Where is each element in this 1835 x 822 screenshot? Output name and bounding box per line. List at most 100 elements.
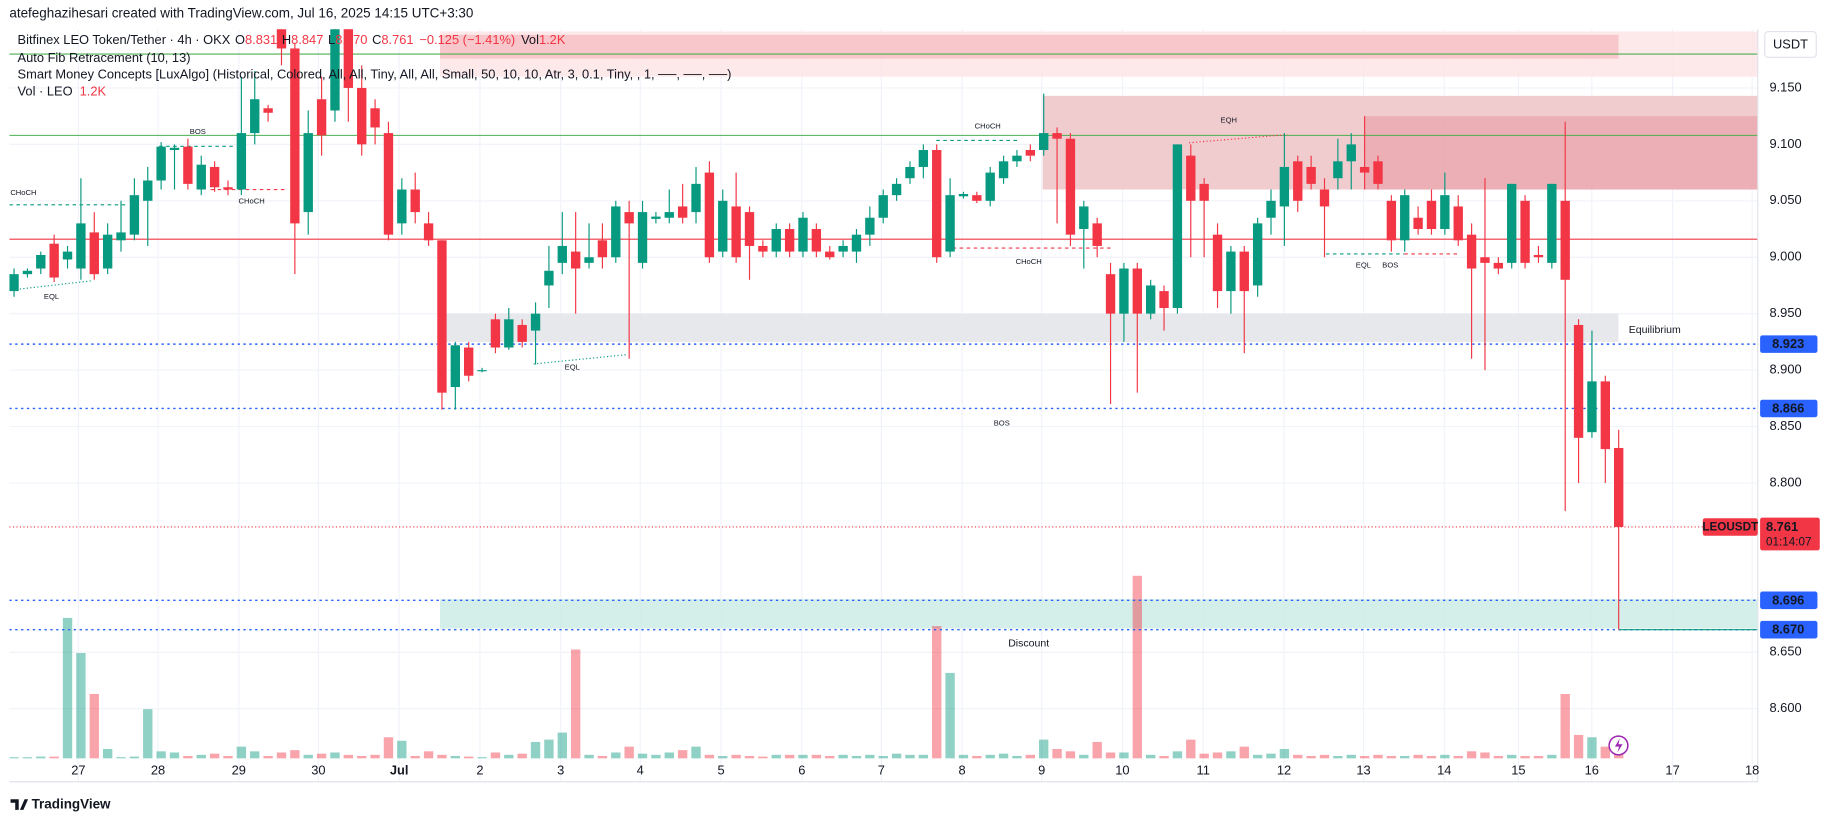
- candle-body: [36, 254, 46, 269]
- volume-bar: [1306, 755, 1316, 759]
- candle-body: [209, 166, 220, 188]
- volume-bar: [1480, 752, 1490, 759]
- candle-body: [1413, 217, 1423, 230]
- candle-body: [1119, 268, 1129, 314]
- y-tick-label: 9.100: [1769, 136, 1801, 151]
- candle-body: [811, 229, 822, 252]
- candle-body: [89, 232, 99, 275]
- candle-body: [784, 229, 795, 252]
- candle-body: [116, 232, 126, 241]
- x-tick-label: 27: [71, 763, 85, 778]
- currency: USDT: [1773, 36, 1808, 51]
- volume-bar: [825, 755, 835, 759]
- x-tick-label: 16: [1585, 763, 1599, 778]
- candle-body: [62, 251, 73, 260]
- volume-bar: [1052, 748, 1062, 759]
- candle-body: [557, 245, 567, 263]
- volume-bar: [1453, 755, 1463, 759]
- volume-bar: [1573, 734, 1584, 759]
- volume-bar: [250, 751, 260, 759]
- volume-bar: [1239, 746, 1249, 759]
- countdown: 01:14:07: [1766, 535, 1812, 548]
- annotation: EQH: [1221, 116, 1237, 125]
- indicator[interactable]: Auto Fib Retracement (10, 13): [18, 50, 191, 65]
- volume-bar: [1533, 755, 1544, 759]
- candle-body: [1226, 251, 1236, 292]
- candle-body: [530, 313, 541, 331]
- vol-key: Vol: [521, 32, 539, 47]
- volume-bar: [9, 757, 19, 759]
- volume-bar: [1466, 751, 1477, 759]
- volume-bar: [784, 754, 795, 759]
- x-tick-label: 12: [1277, 763, 1291, 778]
- volume-bar: [1025, 754, 1036, 759]
- candle-body: [825, 251, 835, 258]
- candle-body: [691, 183, 701, 213]
- legend: atefeghazihesari created with TradingVie…: [9, 6, 731, 99]
- y-tick-label: 9.150: [1769, 79, 1801, 94]
- candle-body: [316, 99, 327, 136]
- symbol: Bitfinex LEO Token/Tether · 4h · OKX: [18, 32, 231, 47]
- price-label: 8.696: [1772, 592, 1804, 607]
- volume-bar: [744, 755, 755, 759]
- volume-bar: [263, 755, 273, 759]
- vol-indicator[interactable]: Vol · LEO 1.2K: [18, 84, 107, 99]
- credit: atefeghazihesari created with TradingVie…: [9, 6, 473, 21]
- candle-body: [1186, 155, 1196, 201]
- volume-bar: [290, 750, 300, 759]
- volume-bar: [691, 746, 701, 759]
- indicator[interactable]: Smart Money Concepts [LuxAlgo] (Historic…: [18, 66, 732, 81]
- volume-bar: [1012, 755, 1022, 759]
- zone: [1364, 116, 1758, 190]
- price-label-box: [1760, 335, 1818, 353]
- y-tick-label: 9.000: [1769, 249, 1801, 264]
- volume-bar: [1426, 755, 1437, 759]
- x-tick-label: 15: [1511, 763, 1525, 778]
- volume-bar: [1186, 739, 1196, 759]
- volume-bar: [169, 752, 180, 759]
- volume-bar: [865, 754, 875, 759]
- volume-bar: [998, 753, 1009, 759]
- zone: [440, 599, 1758, 629]
- volume-bar: [1359, 755, 1370, 759]
- candle-body: [183, 146, 193, 184]
- currency-box[interactable]: [1764, 31, 1817, 58]
- x-tick-label: 30: [311, 763, 325, 778]
- candle-body: [1520, 200, 1530, 263]
- volume-bar: [22, 757, 33, 759]
- candle-body: [343, 29, 354, 88]
- axes: 8.600 8.650 8.800 8.850 8.900 8.950 9.000 9.050…: [71, 79, 1820, 778]
- candle-body: [1079, 206, 1089, 230]
- candle-body: [1239, 251, 1249, 292]
- vol-value: 1.2K: [539, 32, 566, 47]
- volume-bar: [597, 755, 608, 759]
- candle-body: [637, 212, 648, 263]
- candle-body: [865, 217, 875, 235]
- volume-bar: [517, 753, 527, 759]
- candle-body: [169, 147, 180, 151]
- volume-bar: [143, 709, 153, 759]
- volume-bar: [1119, 752, 1129, 759]
- vol-indicator-value: 1.2K: [80, 84, 107, 99]
- volume-bar: [1440, 754, 1450, 759]
- volume-bar: [1346, 754, 1356, 759]
- candle-body: [504, 319, 514, 348]
- volume-bar: [570, 649, 581, 759]
- y-tick-label: 8.900: [1769, 362, 1801, 377]
- volume-bar: [1199, 753, 1209, 759]
- candle-body: [1293, 161, 1303, 201]
- volume-bar: [1279, 748, 1290, 759]
- candle-body: [1132, 268, 1142, 314]
- volume-bar: [918, 754, 929, 759]
- candle-body: [985, 172, 995, 201]
- candle-body: [22, 270, 33, 275]
- candle-body: [1493, 262, 1504, 269]
- volume-bar: [1065, 751, 1076, 759]
- y-tick-label: 8.950: [1769, 305, 1801, 320]
- candle-body: [357, 87, 367, 145]
- x-tick-label: 11: [1197, 763, 1210, 778]
- volume-bar: [330, 752, 340, 759]
- volume-bar: [303, 754, 313, 759]
- candle-body: [330, 29, 340, 111]
- candle-body: [958, 194, 969, 197]
